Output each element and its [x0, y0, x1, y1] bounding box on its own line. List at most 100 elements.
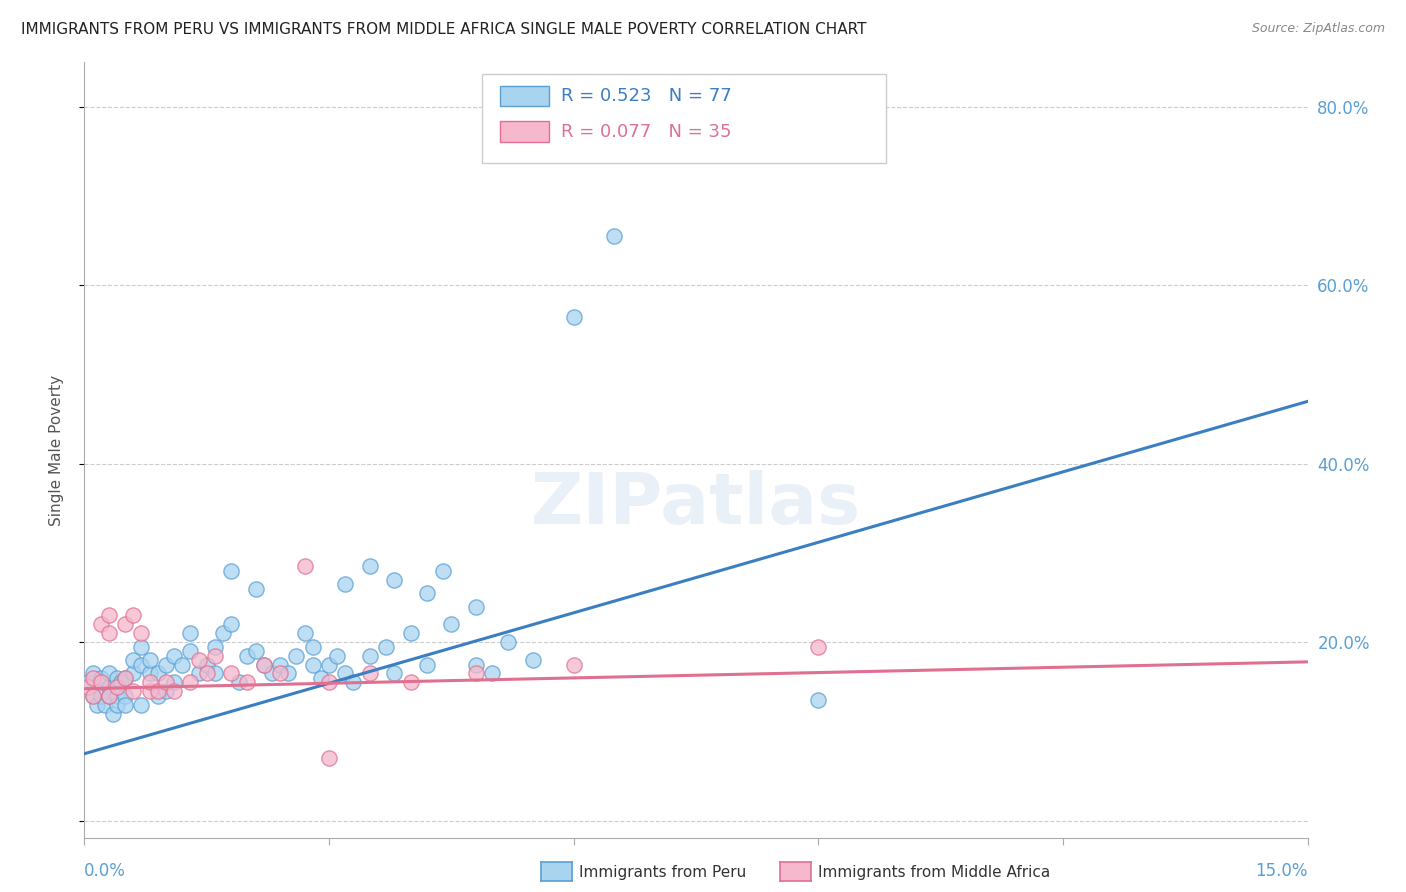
Point — [97, 689, 120, 703]
Point — [464, 657, 486, 672]
Point — [131, 640, 153, 654]
Point — [97, 689, 120, 703]
Point — [138, 666, 160, 681]
Point — [260, 666, 283, 681]
Point — [335, 577, 357, 591]
Point — [114, 671, 136, 685]
Point — [82, 666, 104, 681]
Point — [86, 698, 108, 712]
Point — [93, 698, 115, 712]
Text: Immigrants from Peru: Immigrants from Peru — [579, 865, 747, 880]
Point — [82, 689, 104, 703]
Point — [90, 617, 112, 632]
Point — [105, 689, 128, 703]
Point — [105, 698, 128, 712]
Point — [440, 617, 463, 632]
Point — [359, 648, 381, 663]
Point — [301, 640, 323, 654]
Point — [301, 657, 323, 672]
FancyBboxPatch shape — [501, 86, 550, 106]
Point — [122, 608, 145, 623]
Point — [277, 666, 299, 681]
Point — [253, 657, 276, 672]
Text: 15.0%: 15.0% — [1256, 862, 1308, 880]
Point — [204, 666, 226, 681]
Point — [432, 564, 454, 578]
Point — [318, 675, 340, 690]
Point — [90, 675, 112, 690]
Point — [603, 229, 626, 244]
Point — [146, 689, 169, 703]
Point — [562, 310, 585, 324]
Point — [97, 680, 120, 694]
Point — [807, 640, 830, 654]
Point — [219, 666, 242, 681]
Text: ZIPatlas: ZIPatlas — [531, 470, 860, 540]
Point — [285, 648, 308, 663]
Point — [464, 599, 486, 614]
Point — [172, 657, 194, 672]
Point — [219, 617, 242, 632]
Text: Immigrants from Middle Africa: Immigrants from Middle Africa — [818, 865, 1050, 880]
Point — [187, 653, 209, 667]
Point — [399, 675, 422, 690]
Point — [155, 684, 177, 698]
Point — [97, 666, 120, 681]
Point — [114, 689, 136, 703]
Point — [253, 657, 276, 672]
Point — [204, 640, 226, 654]
Point — [82, 671, 104, 685]
Point — [562, 657, 585, 672]
FancyBboxPatch shape — [501, 121, 550, 142]
Point — [163, 648, 186, 663]
Point — [294, 626, 316, 640]
Point — [122, 653, 145, 667]
Point — [309, 671, 332, 685]
Point — [179, 644, 201, 658]
Point — [416, 586, 439, 600]
Point — [236, 675, 259, 690]
Point — [269, 657, 291, 672]
FancyBboxPatch shape — [482, 74, 886, 163]
Point — [155, 675, 177, 690]
Point — [187, 666, 209, 681]
Point — [481, 666, 503, 681]
Point — [318, 751, 340, 765]
Point — [155, 657, 177, 672]
Text: R = 0.077   N = 35: R = 0.077 N = 35 — [561, 122, 733, 141]
Point — [195, 666, 218, 681]
Point — [138, 653, 160, 667]
Point — [105, 680, 128, 694]
Point — [399, 626, 422, 640]
Point — [464, 666, 486, 681]
Point — [335, 666, 357, 681]
Point — [219, 564, 242, 578]
Point — [498, 635, 520, 649]
Text: 0.0%: 0.0% — [84, 862, 127, 880]
Text: R = 0.523   N = 77: R = 0.523 N = 77 — [561, 87, 733, 104]
Point — [807, 693, 830, 707]
Point — [122, 666, 145, 681]
Point — [179, 626, 201, 640]
Point — [131, 698, 153, 712]
Point — [138, 675, 160, 690]
Point — [146, 684, 169, 698]
Point — [179, 675, 201, 690]
Point — [269, 666, 291, 681]
Point — [82, 689, 104, 703]
Point — [77, 675, 100, 690]
Point — [342, 675, 364, 690]
Point — [97, 626, 120, 640]
Point — [90, 671, 112, 685]
Point — [195, 657, 218, 672]
Point — [326, 648, 349, 663]
Point — [416, 657, 439, 672]
Point — [101, 706, 124, 721]
Y-axis label: Single Male Poverty: Single Male Poverty — [49, 375, 63, 526]
Point — [522, 653, 544, 667]
Point — [105, 671, 128, 685]
Point — [114, 617, 136, 632]
Point — [122, 684, 145, 698]
Point — [77, 680, 100, 694]
Point — [97, 608, 120, 623]
